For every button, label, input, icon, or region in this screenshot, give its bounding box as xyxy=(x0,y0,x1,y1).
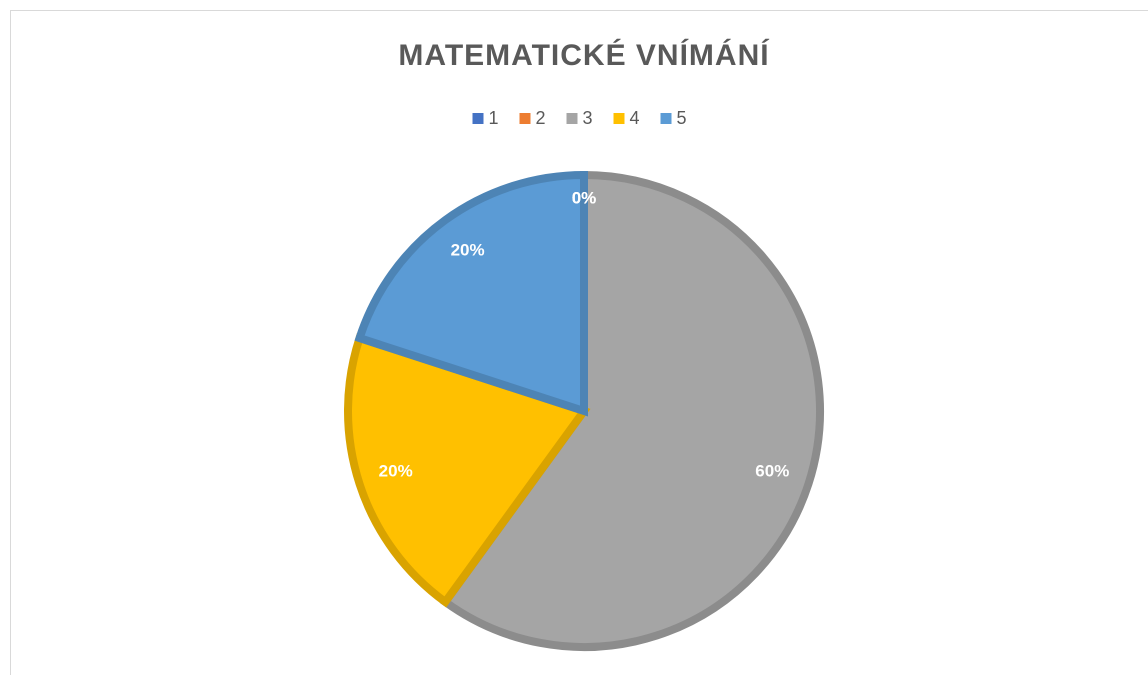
legend-swatch xyxy=(613,113,625,124)
pie-slice xyxy=(354,170,588,417)
legend-swatch xyxy=(519,113,531,124)
data-label: 60% xyxy=(755,462,789,481)
data-label: 0% xyxy=(572,188,597,207)
legend-swatch xyxy=(566,113,578,124)
chart-title: MATEMATICKÉ VNÍMÁNÍ xyxy=(398,38,769,72)
pie-slice xyxy=(439,170,824,651)
legend-label: 2 xyxy=(536,108,546,128)
legend-swatch xyxy=(472,113,484,124)
legend-label: 1 xyxy=(489,108,499,128)
legend-label: 5 xyxy=(677,108,687,128)
legend-swatch xyxy=(660,113,672,124)
data-label: 0% xyxy=(572,188,597,207)
pie-slice xyxy=(344,333,591,608)
legend-label: 3 xyxy=(583,108,593,128)
legend-label: 4 xyxy=(630,108,640,128)
data-label: 20% xyxy=(451,240,485,259)
data-label: 20% xyxy=(379,462,413,481)
